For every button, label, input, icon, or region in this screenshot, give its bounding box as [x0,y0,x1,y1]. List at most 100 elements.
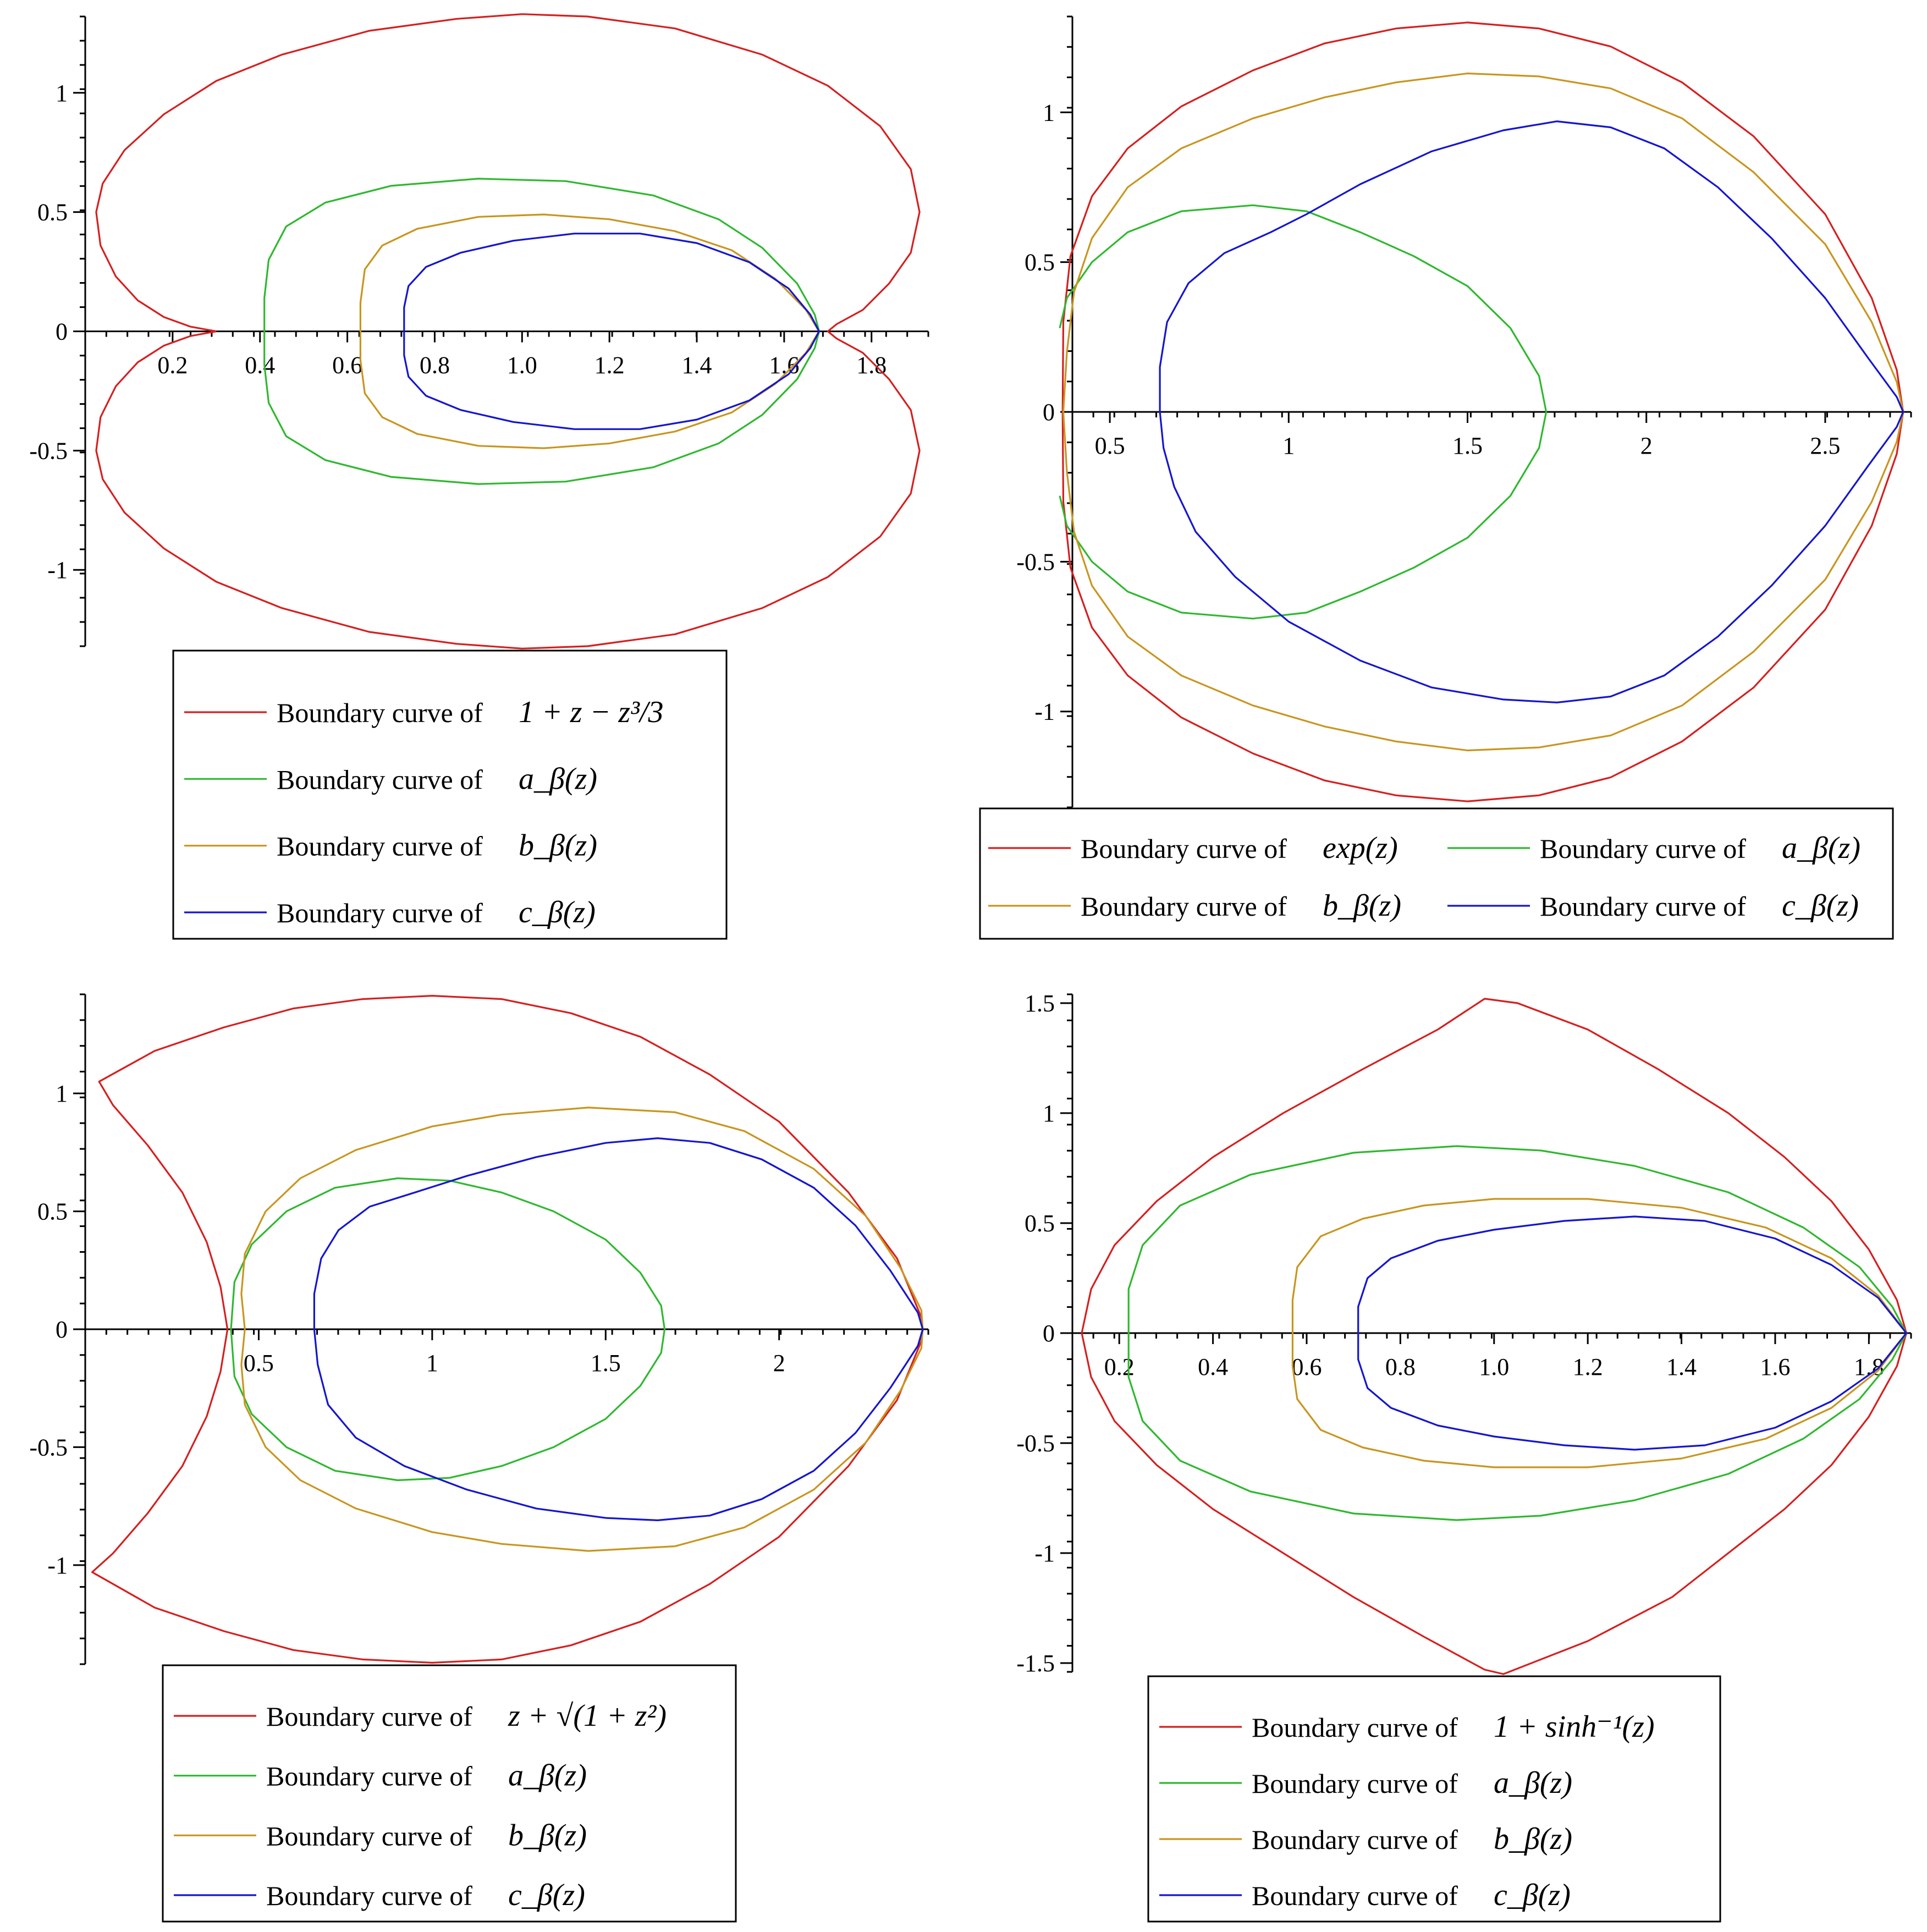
y-tick-label: 0.5 [1025,249,1055,276]
x-tick-label: 1.4 [1666,1353,1697,1380]
x-tick-label: 0.2 [1104,1353,1135,1380]
legend-math: a_β(z) [508,1759,587,1793]
legend-label: Boundary curve of [277,898,483,928]
series-curve-blue [313,1137,924,1521]
legend: Boundary curve of z + √(1 + z²)Boundary … [162,1664,737,1923]
legend-math: 1 + sinh⁻¹(z) [1494,1710,1655,1744]
x-tick-label: 1.6 [1760,1353,1790,1380]
x-tick-label: 0.5 [244,1350,274,1377]
legend-label: Boundary curve of [1081,833,1287,864]
legend-entry: Boundary curve of a_β(z) [1447,831,1860,865]
y-tick-label: 0.5 [37,1198,68,1225]
x-tick-label: 0.4 [1198,1353,1228,1380]
y-tick-label: -0.5 [29,437,68,464]
legend-entry: Boundary curve of c_β(z) [1447,889,1859,923]
y-tick-label: 0.5 [1025,1210,1055,1237]
legend-entry: Boundary curve of b_β(z) [174,1818,587,1852]
x-tick-label: 1 [1282,432,1295,459]
legend: Boundary curve of 1 + sinh⁻¹(z)Boundary … [1147,1675,1721,1923]
legend-box [1147,1675,1721,1923]
x-tick-label: 0.8 [1385,1353,1416,1380]
legend-math: a_β(z) [519,762,597,796]
legend-entry: Boundary curve of 1 + sinh⁻¹(z) [1159,1710,1655,1744]
x-tick-label: 1.8 [856,352,887,379]
y-tick-label: -1 [1034,698,1055,725]
legend-label: Boundary curve of [277,764,483,795]
legend-math: b_β(z) [519,829,597,863]
x-tick-label: 1.2 [1573,1353,1603,1380]
series-curve-blue [403,233,820,430]
series-curve-green [230,1177,666,1482]
x-tick-label: 0.6 [1291,1353,1322,1380]
y-tick-label: 1 [56,1080,68,1107]
legend-box [979,807,1894,940]
legend-entry: Boundary curve of a_β(z) [174,1759,587,1793]
x-tick-label: 0.6 [332,352,362,379]
legend: Boundary curve of exp(z) Boundary curve o… [979,807,1894,940]
series-curve-blue [1159,120,1904,703]
series-curve-blue [1357,1215,1908,1451]
legend-math: b_β(z) [508,1818,587,1852]
x-tick-label: 2 [773,1350,785,1377]
legend-entry: Boundary curve of b_β(z) [1159,1822,1572,1856]
legend-math: b_β(z) [1323,889,1401,923]
legend-entry: Boundary curve of z + √(1 + z²) [174,1699,667,1733]
legend-label: Boundary curve of [1252,1768,1458,1799]
x-tick-label: 1.5 [1452,432,1483,459]
y-tick-label: -0.5 [1016,548,1055,575]
legend-math: b_β(z) [1494,1822,1572,1856]
y-tick-label: 1 [56,80,68,107]
legend-label: Boundary curve of [266,1701,472,1732]
legend-label: Boundary curve of [1081,891,1287,922]
legend-label: Boundary curve of [1252,1712,1458,1743]
legend-label: Boundary curve of [266,1761,472,1792]
legend-entry: Boundary curve of b_β(z) [184,829,597,863]
y-tick-label: 0 [1043,1320,1055,1347]
legend-math: c_β(z) [1782,889,1859,923]
panel-bottom-right: 1.5 1 0.5 0 -0.5 -1 -1.5 0.2 0.4 0.6 0.8 1.0 1.2 1.4 1… [1016,990,1912,1923]
legend-math: c_β(z) [519,895,596,929]
legend-label: Boundary curve of [1540,891,1746,922]
x-tick-label: 1.2 [594,352,625,379]
legend-entry: Boundary curve of c_β(z) [1159,1878,1571,1912]
y-tick-label: 1.5 [1025,990,1055,1017]
legend-entry: Boundary curve of c_β(z) [184,895,596,929]
y-tick-label: 0 [56,1316,68,1343]
legend-math: a_β(z) [1782,831,1860,865]
legend-box [172,649,728,940]
x-tick-label: 1.0 [1479,1353,1509,1380]
series-curve-green [1059,204,1548,620]
x-tick-label: 1.4 [682,352,712,379]
legend-label: Boundary curve of [1540,833,1746,864]
y-tick-label: 1 [1043,99,1055,126]
y-tick-label: 0 [1043,399,1055,426]
x-tick-label: 1 [426,1350,438,1377]
x-tick-label: 2.5 [1810,432,1840,459]
y-tick-label: 0 [56,318,68,345]
legend-entry: Boundary curve of a_β(z) [1159,1766,1572,1800]
y-tick-label: -0.5 [1016,1430,1055,1457]
series-curve-red [95,13,921,649]
x-tick-label: 0.5 [1095,432,1125,459]
y-tick-label: -0.5 [29,1434,68,1461]
legend-label: Boundary curve of [277,831,483,862]
legend-entry: Boundary curve of b_β(z) [988,889,1401,923]
legend-label: Boundary curve of [1252,1824,1458,1855]
legend-label: Boundary curve of [277,697,483,728]
y-tick-label: 1 [1043,1100,1055,1127]
legend-entry: Boundary curve of exp(z) [988,831,1398,865]
legend-entry: Boundary curve of c_β(z) [174,1878,585,1912]
y-tick-label: -1 [47,557,68,584]
y-tick-label: -1 [1034,1540,1055,1567]
legend-math: exp(z) [1323,831,1398,865]
legend-box [162,1664,737,1923]
x-tick-label: 2 [1640,432,1653,459]
y-tick-label: 0.5 [37,199,68,226]
legend-label: Boundary curve of [266,1880,472,1911]
legend-entry: Boundary curve of 1 + z − z³/3 [184,695,664,729]
panel-bottom-left: 1 0.5 0 -0.5 -1 0.5 1 1.5 2 Boundary curve of z +… [29,993,929,1923]
x-tick-label: 1.0 [507,352,537,379]
